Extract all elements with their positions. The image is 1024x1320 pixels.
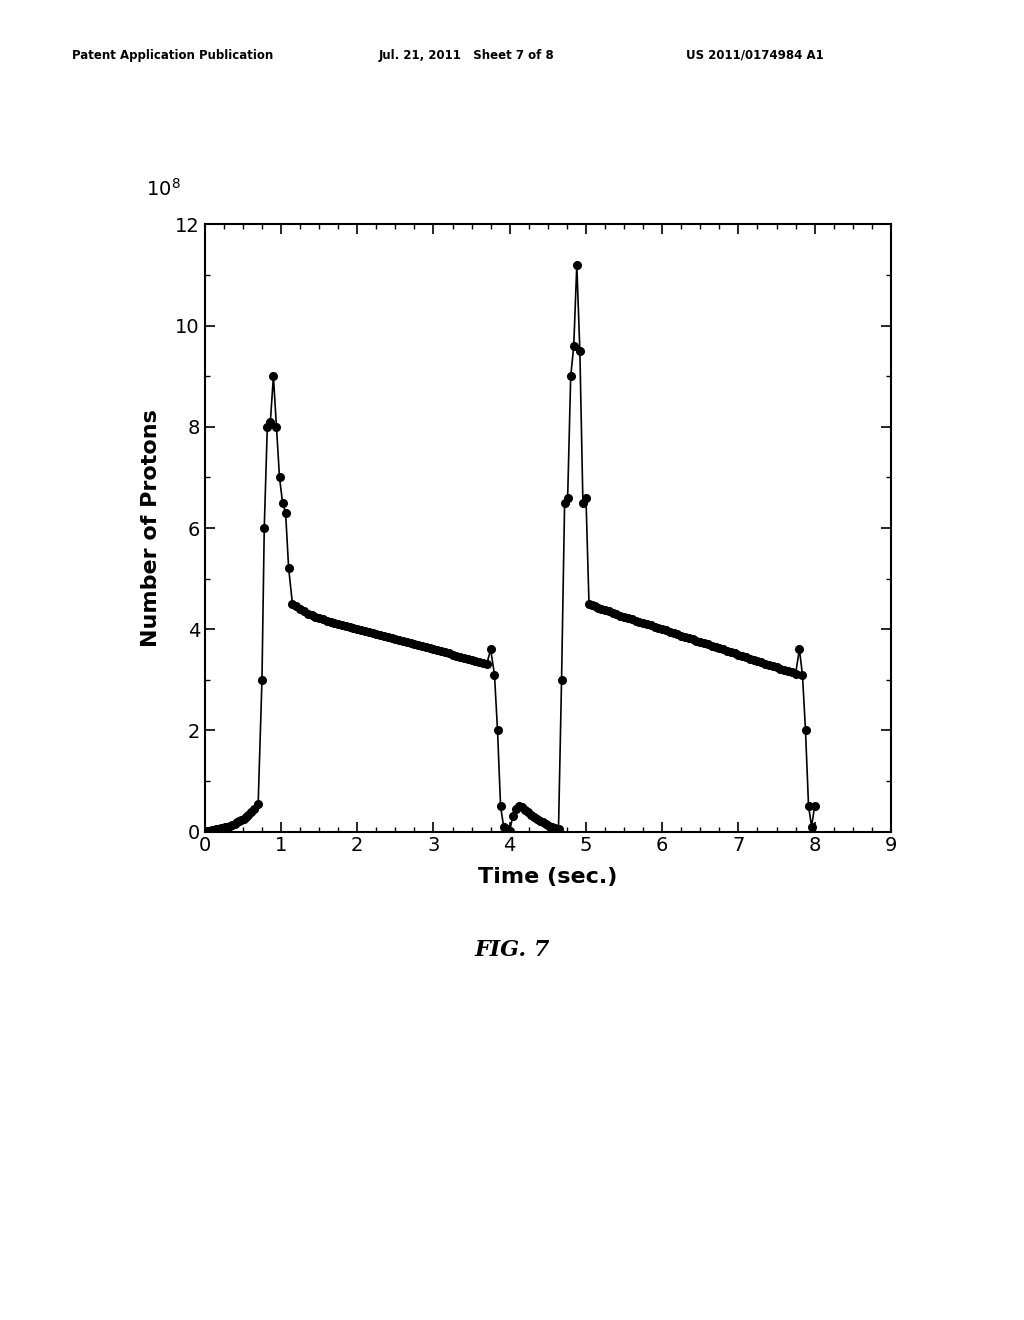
Text: US 2011/0174984 A1: US 2011/0174984 A1 [686,49,824,62]
Text: Jul. 21, 2011   Sheet 7 of 8: Jul. 21, 2011 Sheet 7 of 8 [379,49,555,62]
Text: FIG. 7: FIG. 7 [474,940,550,961]
Text: $10^8$: $10^8$ [146,178,181,201]
X-axis label: Time (sec.): Time (sec.) [478,866,617,887]
Text: Patent Application Publication: Patent Application Publication [72,49,273,62]
Y-axis label: Number of Protons: Number of Protons [141,409,162,647]
